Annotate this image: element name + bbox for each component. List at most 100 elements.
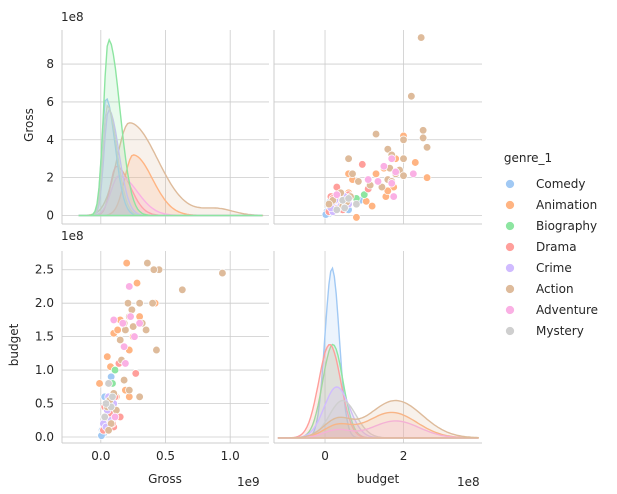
kde-budget-adventure [277, 420, 479, 439]
legend-marker-comedy [505, 179, 515, 189]
point-action [399, 171, 408, 180]
point-mystery [104, 379, 113, 388]
point-action [218, 268, 227, 278]
point-action [149, 265, 159, 274]
point-animation [367, 201, 377, 211]
point-adventure [364, 175, 373, 184]
point-adventure [332, 190, 341, 199]
legend-marker-animation [505, 200, 515, 210]
panel-gross-kde: 0 2 4 6 8 [46, 30, 269, 225]
legend-label-crime: Crime [536, 261, 572, 275]
point-adventure [118, 319, 127, 328]
point-animation [122, 258, 131, 268]
point-mystery [108, 392, 117, 401]
legend: genre_1 Comedy Animation Biography Drama Cri… [504, 151, 598, 338]
point-action [143, 258, 152, 268]
point-action [417, 33, 426, 42]
y-tick-label: 2.5 [35, 263, 54, 277]
offset-label-row0: 1e8 [61, 10, 84, 24]
point-action [418, 133, 428, 143]
point-adventure [387, 179, 396, 188]
point-adventure [135, 319, 144, 328]
point-animation [411, 158, 420, 167]
point-mystery [101, 399, 111, 408]
legend-marker-biography [505, 221, 515, 231]
point-adventure [391, 167, 400, 177]
legend-label-animation: Animation [536, 198, 597, 212]
point-action [152, 345, 161, 355]
point-action [422, 143, 432, 152]
y-tick-label: 2 [46, 171, 54, 185]
y-tick-label: 0 [46, 208, 54, 222]
y-tick-label: 1.0 [35, 363, 54, 377]
point-action [119, 375, 129, 385]
point-biography [110, 365, 120, 375]
y-tick-label: 6 [46, 95, 54, 109]
point-animation [383, 186, 392, 196]
point-adventure [110, 412, 120, 422]
point-action [116, 335, 125, 345]
y-label-budget: budget [7, 323, 21, 366]
point-action [129, 322, 138, 331]
point-mystery [344, 194, 353, 203]
point-action [125, 385, 134, 395]
offset-label-col0: 1e9 [237, 475, 260, 489]
point-action [348, 169, 357, 178]
legend-marker-crime [505, 263, 515, 273]
legend-label-biography: Biography [536, 219, 597, 233]
point-adventure [379, 162, 389, 171]
point-action [399, 154, 408, 163]
point-action [418, 126, 428, 135]
y-tick-label: 8 [46, 57, 54, 71]
point-animation [371, 169, 381, 178]
point-mystery [340, 203, 349, 213]
x-tick-label: 0.0 [91, 449, 110, 463]
legend-marker-action [505, 284, 515, 294]
x-tick-label: 0 [321, 449, 329, 463]
point-action [141, 325, 151, 335]
point-animation [422, 173, 432, 182]
kde-gross-biography [78, 37, 263, 217]
point-adventure [126, 312, 135, 321]
point-adventure [409, 169, 418, 178]
legend-label-comedy: Comedy [536, 177, 586, 191]
x-label-budget: budget [357, 472, 400, 486]
x-tick-label: 0.5 [156, 449, 175, 463]
legend-marker-drama [505, 242, 515, 252]
panel-gross-vs-budget-scatter [273, 30, 482, 225]
legend-label-action: Action [536, 282, 574, 296]
point-adventure [130, 332, 139, 341]
legend-label-mystery: Mystery [536, 324, 584, 338]
point-mystery [352, 199, 361, 209]
point-action [324, 199, 334, 209]
point-mystery [100, 412, 109, 422]
offset-label-col1: 1e8 [457, 475, 480, 489]
point-adventure [373, 177, 383, 186]
point-animation [113, 325, 122, 335]
point-animation [95, 379, 104, 388]
legend-label-drama: Drama [536, 240, 577, 254]
point-action [399, 135, 408, 144]
offset-label-row1: 1e8 [61, 229, 84, 243]
y-tick-label: 0.5 [35, 397, 54, 411]
point-action [354, 177, 363, 186]
x-label-gross: Gross [148, 472, 182, 486]
point-action [407, 92, 416, 101]
point-action [371, 129, 381, 139]
y-label-gross: Gross [22, 108, 36, 142]
point-adventure [125, 282, 134, 291]
point-animation [352, 213, 361, 222]
kde-budget-action [277, 399, 479, 439]
point-action [383, 145, 392, 154]
x-tick-label: 1.0 [221, 449, 240, 463]
point-action [344, 154, 353, 163]
point-adventure [121, 359, 130, 368]
point-action [135, 299, 144, 308]
point-action [377, 182, 387, 192]
y-tick-label: 1.5 [35, 330, 54, 344]
point-action [135, 392, 144, 401]
point-action [148, 299, 157, 308]
point-biography [360, 190, 369, 199]
